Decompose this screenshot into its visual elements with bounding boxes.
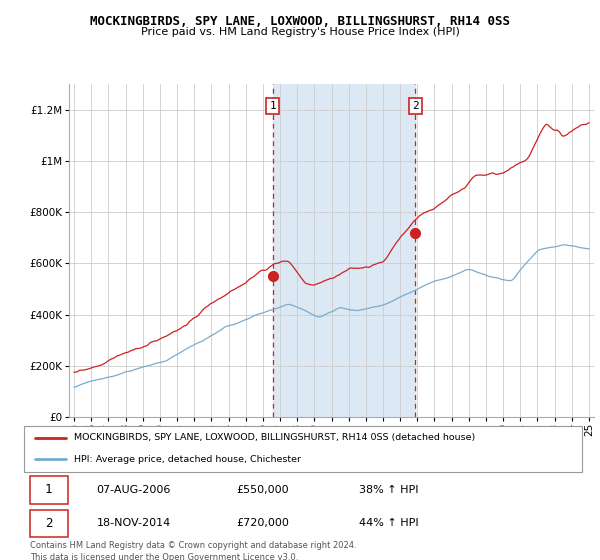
Text: 44% ↑ HPI: 44% ↑ HPI — [359, 519, 418, 528]
Text: 38% ↑ HPI: 38% ↑ HPI — [359, 485, 418, 494]
Text: MOCKINGBIRDS, SPY LANE, LOXWOOD, BILLINGSHURST, RH14 0SS (detached house): MOCKINGBIRDS, SPY LANE, LOXWOOD, BILLING… — [74, 433, 475, 442]
Text: Contains HM Land Registry data © Crown copyright and database right 2024.
This d: Contains HM Land Registry data © Crown c… — [30, 541, 356, 560]
Text: 07-AUG-2006: 07-AUG-2006 — [97, 485, 171, 494]
Bar — [273, 84, 415, 417]
Text: 1: 1 — [269, 101, 276, 111]
Text: HPI: Average price, detached house, Chichester: HPI: Average price, detached house, Chic… — [74, 455, 301, 464]
FancyBboxPatch shape — [24, 426, 582, 472]
Text: MOCKINGBIRDS, SPY LANE, LOXWOOD, BILLINGSHURST, RH14 0SS: MOCKINGBIRDS, SPY LANE, LOXWOOD, BILLING… — [90, 15, 510, 27]
Text: Price paid vs. HM Land Registry's House Price Index (HPI): Price paid vs. HM Land Registry's House … — [140, 27, 460, 37]
FancyBboxPatch shape — [29, 510, 68, 537]
Text: 2: 2 — [45, 517, 52, 530]
Text: £720,000: £720,000 — [236, 519, 289, 528]
Text: 1: 1 — [45, 483, 52, 496]
Text: £550,000: £550,000 — [236, 485, 289, 494]
Text: 18-NOV-2014: 18-NOV-2014 — [97, 519, 171, 528]
FancyBboxPatch shape — [29, 477, 68, 503]
Text: 2: 2 — [412, 101, 419, 111]
